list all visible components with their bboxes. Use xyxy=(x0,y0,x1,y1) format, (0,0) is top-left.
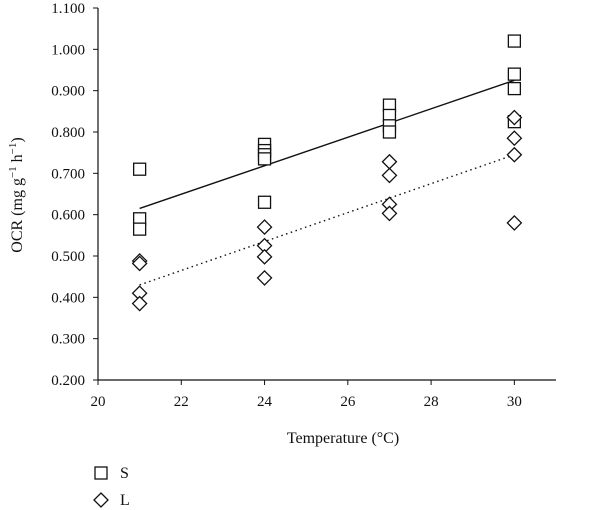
trend-line-s xyxy=(139,79,515,210)
y-tick-label: 0.600 xyxy=(51,208,85,224)
y-axis-label-part: ) xyxy=(9,137,26,142)
data-point-l xyxy=(506,146,523,163)
data-point-l xyxy=(506,215,523,231)
square-marker-icon xyxy=(94,466,108,480)
data-point-s xyxy=(382,125,397,139)
data-point-l xyxy=(381,167,398,184)
data-point-l xyxy=(131,255,148,272)
y-tick-label: 0.300 xyxy=(51,332,85,348)
y-tick-label: 0.500 xyxy=(51,249,85,265)
data-point-l xyxy=(381,153,398,170)
data-point-s xyxy=(507,34,522,48)
data-point-s xyxy=(507,67,522,81)
x-tick-label: 30 xyxy=(507,394,522,410)
y-tick-label: 0.900 xyxy=(51,84,85,100)
legend-item-l: L xyxy=(93,492,130,509)
data-point-s xyxy=(132,162,147,176)
diamond-marker-icon xyxy=(93,492,109,508)
data-point-l xyxy=(256,219,273,235)
data-point-s xyxy=(132,222,147,236)
legend-label-l: L xyxy=(120,492,130,509)
plot-marks xyxy=(131,34,523,312)
x-tick-label: 24 xyxy=(257,394,273,410)
data-point-s xyxy=(507,81,522,96)
y-tick-label: 1.100 xyxy=(51,1,85,17)
data-point-l xyxy=(256,269,273,286)
y-axis-label-part: OCR (mg g xyxy=(9,178,26,253)
legend-label-s: S xyxy=(120,465,129,482)
data-point-l xyxy=(256,248,273,265)
data-point-s xyxy=(257,152,272,166)
trend-line-l xyxy=(139,154,515,286)
data-point-l xyxy=(131,295,148,312)
data-point-l xyxy=(381,205,398,222)
y-axis-label-superscript: −1 xyxy=(7,166,19,178)
x-axis-label: Temperature (°C) xyxy=(287,430,399,447)
y-axis-label: OCR (mg g−1 h−1) xyxy=(7,137,26,252)
x-tick-label: 28 xyxy=(424,394,439,410)
legend-item-s: S xyxy=(94,465,129,482)
x-tick-label: 26 xyxy=(340,394,356,410)
y-tick-label: 0.200 xyxy=(51,373,85,389)
y-tick-label: 1.000 xyxy=(51,42,85,58)
data-point-s xyxy=(257,195,272,209)
y-axis-label-part: h xyxy=(9,154,26,166)
y-axis-label-superscript: −1 xyxy=(7,143,19,155)
data-point-l xyxy=(506,130,523,147)
data-point-l xyxy=(506,109,523,126)
y-tick-label: 0.700 xyxy=(51,166,85,182)
legend: S L xyxy=(93,465,130,509)
x-tick-label: 22 xyxy=(174,394,189,410)
axes: 0.200 0.300 0.400 0.500 0.600 0.700 0.800 0.900… xyxy=(51,1,556,410)
x-tick-label: 20 xyxy=(91,394,106,410)
y-tick-label: 0.400 xyxy=(51,290,85,306)
y-tick-label: 0.800 xyxy=(51,125,85,141)
